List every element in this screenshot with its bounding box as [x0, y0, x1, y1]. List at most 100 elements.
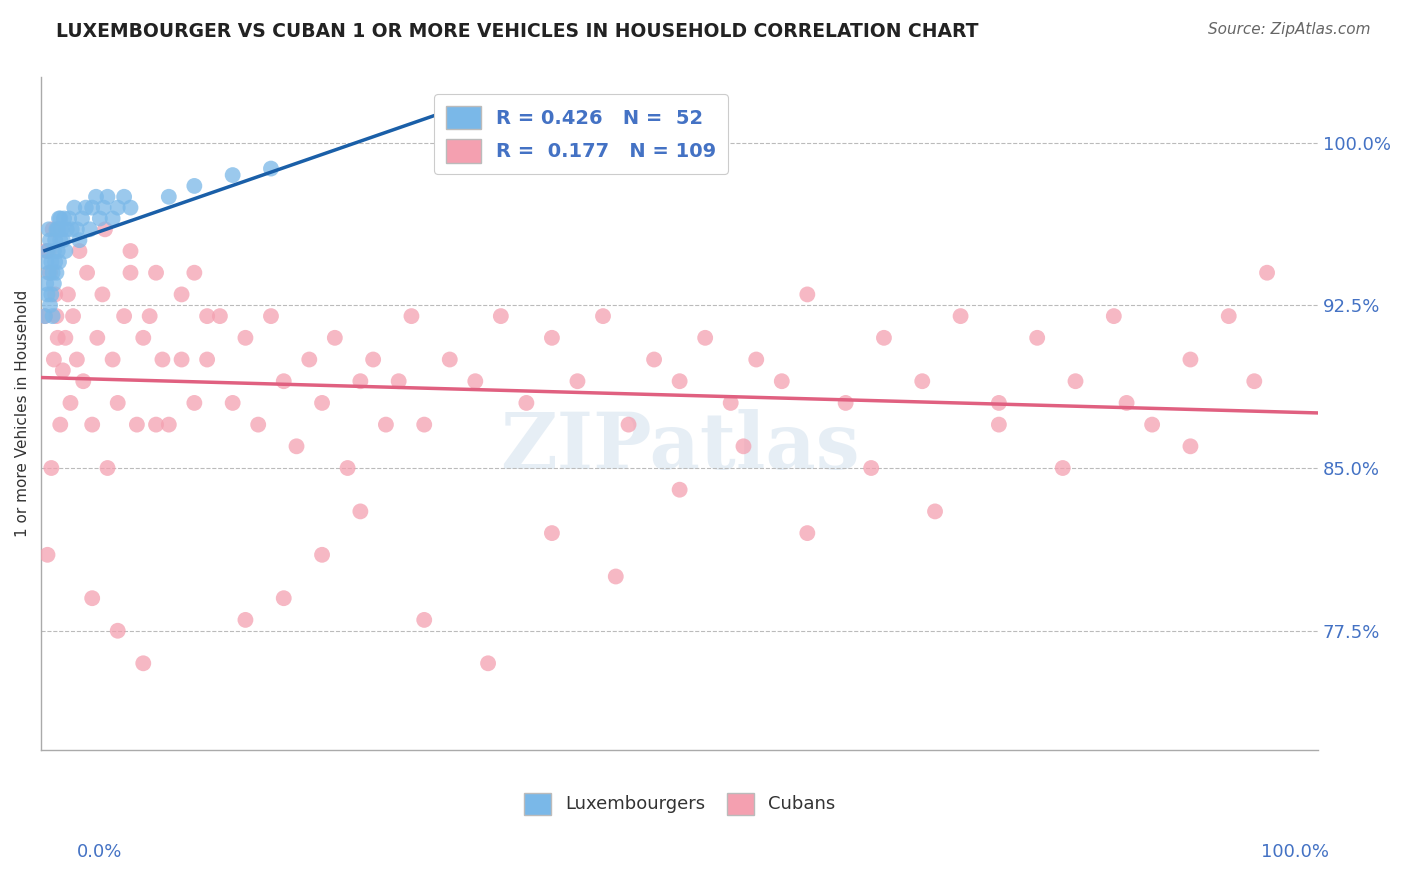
- Point: [38, 266, 60, 280]
- Point: [401, 309, 423, 323]
- Point: [107, 201, 129, 215]
- Point: [41, 461, 63, 475]
- Point: [72, 374, 94, 388]
- Point: [145, 266, 167, 280]
- Point: [273, 591, 295, 606]
- Point: [107, 624, 129, 638]
- Point: [834, 396, 856, 410]
- Point: [668, 483, 690, 497]
- Point: [37, 287, 59, 301]
- Point: [82, 417, 104, 432]
- Point: [592, 309, 614, 323]
- Point: [298, 352, 321, 367]
- Point: [183, 178, 205, 193]
- Point: [52, 233, 75, 247]
- Point: [37, 244, 59, 258]
- Point: [46, 331, 69, 345]
- Legend: Luxembourgers, Cubans: Luxembourgers, Cubans: [516, 785, 842, 822]
- Point: [152, 352, 174, 367]
- Point: [170, 352, 193, 367]
- Point: [96, 461, 118, 475]
- Point: [1026, 331, 1049, 345]
- Point: [41, 222, 63, 236]
- Point: [93, 201, 115, 215]
- Point: [157, 190, 180, 204]
- Point: [46, 222, 69, 236]
- Point: [439, 352, 461, 367]
- Point: [60, 222, 83, 236]
- Point: [49, 233, 72, 247]
- Point: [349, 374, 371, 388]
- Point: [120, 244, 142, 258]
- Point: [55, 222, 77, 236]
- Point: [695, 331, 717, 345]
- Point: [132, 657, 155, 671]
- Point: [311, 548, 333, 562]
- Point: [89, 211, 111, 226]
- Point: [1052, 461, 1074, 475]
- Point: [1115, 396, 1137, 410]
- Point: [464, 374, 486, 388]
- Point: [53, 211, 76, 226]
- Point: [42, 277, 65, 291]
- Point: [668, 374, 690, 388]
- Point: [53, 244, 76, 258]
- Point: [67, 233, 90, 247]
- Point: [221, 396, 243, 410]
- Point: [58, 211, 80, 226]
- Point: [413, 613, 436, 627]
- Point: [170, 287, 193, 301]
- Point: [541, 331, 564, 345]
- Point: [1140, 417, 1163, 432]
- Point: [44, 233, 66, 247]
- Point: [567, 374, 589, 388]
- Point: [1064, 374, 1087, 388]
- Point: [860, 461, 883, 475]
- Point: [79, 222, 101, 236]
- Point: [911, 374, 934, 388]
- Point: [34, 309, 56, 323]
- Point: [157, 417, 180, 432]
- Point: [62, 309, 84, 323]
- Point: [235, 613, 257, 627]
- Point: [183, 266, 205, 280]
- Point: [34, 309, 56, 323]
- Point: [1180, 352, 1202, 367]
- Point: [643, 352, 665, 367]
- Point: [745, 352, 768, 367]
- Point: [84, 190, 107, 204]
- Point: [41, 287, 63, 301]
- Point: [388, 374, 411, 388]
- Point: [112, 190, 135, 204]
- Point: [221, 168, 243, 182]
- Point: [195, 352, 218, 367]
- Text: 100.0%: 100.0%: [1261, 843, 1329, 861]
- Point: [361, 352, 384, 367]
- Point: [37, 548, 59, 562]
- Point: [477, 657, 499, 671]
- Text: LUXEMBOURGER VS CUBAN 1 OR MORE VEHICLES IN HOUSEHOLD CORRELATION CHART: LUXEMBOURGER VS CUBAN 1 OR MORE VEHICLES…: [56, 22, 979, 41]
- Point: [82, 201, 104, 215]
- Point: [70, 211, 93, 226]
- Point: [796, 526, 818, 541]
- Point: [107, 396, 129, 410]
- Point: [987, 396, 1010, 410]
- Point: [120, 201, 142, 215]
- Point: [145, 417, 167, 432]
- Point: [42, 352, 65, 367]
- Point: [56, 287, 79, 301]
- Point: [46, 244, 69, 258]
- Point: [1180, 439, 1202, 453]
- Point: [733, 439, 755, 453]
- Point: [48, 255, 70, 269]
- Point: [349, 504, 371, 518]
- Point: [101, 211, 124, 226]
- Point: [101, 352, 124, 367]
- Point: [1218, 309, 1240, 323]
- Point: [35, 277, 58, 291]
- Point: [770, 374, 793, 388]
- Point: [285, 439, 308, 453]
- Point: [35, 244, 58, 258]
- Point: [374, 417, 396, 432]
- Point: [247, 417, 270, 432]
